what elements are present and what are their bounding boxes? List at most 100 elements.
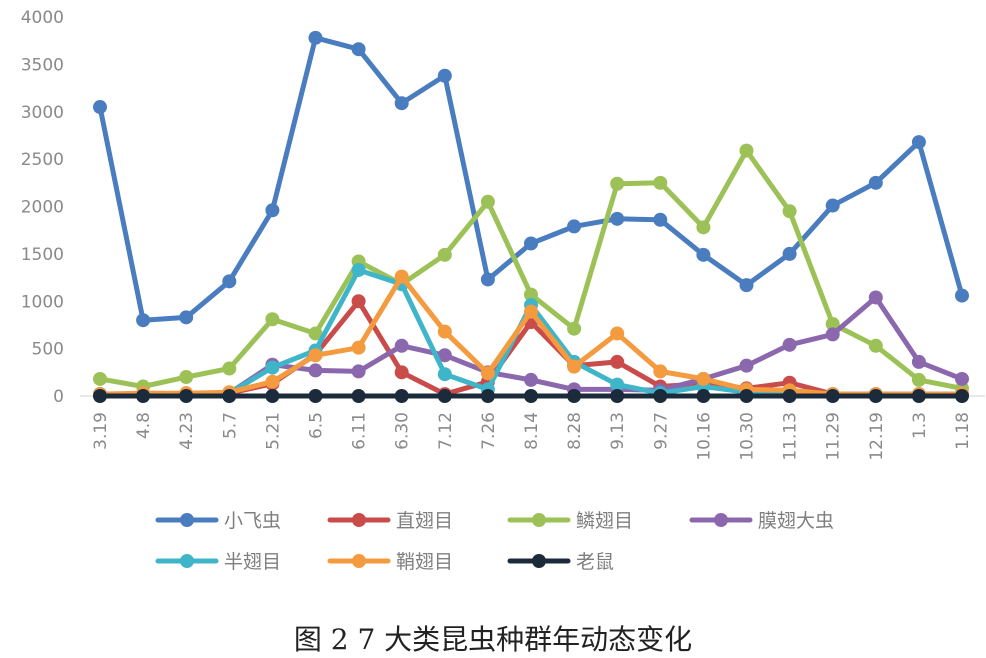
data-point [782,337,797,352]
x-tick-label: 8.28 [565,412,585,450]
data-point [265,360,280,375]
data-point [480,272,495,287]
legend-item: 老鼠 [507,551,614,573]
data-point [265,203,280,218]
data-point [136,389,151,403]
legend-swatch-marker [352,513,366,527]
data-point [782,389,797,403]
data-point [480,389,495,403]
data-point [955,371,969,386]
data-point [610,176,625,191]
y-tick-label: 0 [53,387,64,407]
x-tick-label: 11.29 [824,412,844,461]
data-point [739,358,754,373]
y-tick-label: 4000 [21,8,64,28]
data-point [524,304,538,319]
legend-swatch-marker [532,554,546,568]
x-tick-label: 4.8 [134,412,154,439]
x-tick-label: 6.30 [393,412,413,450]
data-point [911,135,926,150]
data-point [394,338,409,353]
x-tick-label: 3.19 [91,412,111,450]
data-point [868,290,883,305]
x-axis-ticks: 3.19 4.8 4.23 5.7 5.21 6.5 6.11 6.30 7.12 7.26 8.1… [91,412,973,461]
data-point [739,143,754,158]
y-tick-label: 500 [32,340,64,360]
data-point [351,389,366,403]
data-point [351,262,366,277]
data-point [868,338,883,353]
data-point [567,389,582,403]
data-point [179,389,194,403]
legend-label: 老鼠 [576,551,614,573]
data-point [610,354,625,369]
x-tick-label: 10.30 [738,412,758,461]
series-line [97,148,965,391]
data-point [308,30,323,45]
data-point [308,363,323,378]
data-point [394,269,409,284]
data-point [308,348,323,363]
data-point [825,198,840,213]
data-point [782,246,797,261]
x-tick-label: 1.3 [910,412,930,439]
series-0 [93,30,969,328]
data-point [222,389,237,403]
series-layer [93,30,969,403]
legend-item: 小飞虫 [155,510,281,532]
data-point [480,366,495,381]
x-tick-label: 4.23 [177,412,197,450]
data-point [955,389,969,403]
data-point [739,389,754,403]
data-point [567,321,582,336]
data-point [437,324,452,339]
legend-label: 半翅目 [224,551,281,573]
data-point [351,364,366,379]
legend-label: 直翅目 [396,510,453,532]
data-point [696,371,711,386]
legend-label: 小飞虫 [224,510,281,532]
data-point [524,236,538,251]
data-point [610,377,625,392]
y-tick-label: 2000 [21,198,64,218]
y-tick-label: 1000 [21,292,64,312]
data-point [437,348,452,363]
data-point [265,312,280,327]
series-6 [93,389,969,403]
data-point [911,372,926,387]
data-point [696,389,711,403]
data-point [825,327,840,342]
data-point [610,211,625,226]
data-point [93,371,107,386]
data-point [437,68,452,83]
data-point [782,204,797,219]
data-point [567,359,582,374]
data-point [825,316,840,331]
data-point [480,194,495,209]
x-tick-label: 10.16 [694,412,714,461]
x-tick-label: 8.14 [522,412,542,450]
data-point [610,389,625,403]
data-point [868,175,883,190]
y-tick-label: 3000 [21,103,64,123]
x-tick-label: 1.18 [953,412,973,450]
data-point [567,219,582,234]
data-point [93,389,107,403]
data-point [610,326,625,341]
data-point [524,389,538,403]
data-point [437,389,452,403]
legend-label: 鞘翅目 [396,551,453,573]
series-2 [93,143,969,396]
x-tick-label: 5.7 [220,412,240,439]
data-point [308,389,323,403]
data-point [524,287,538,302]
data-point [265,389,280,403]
data-point [653,364,668,379]
x-tick-label: 6.5 [307,412,327,439]
data-point [222,274,237,289]
data-point [394,365,409,380]
x-tick-label: 7.26 [479,412,499,450]
data-point [351,42,366,57]
y-tick-label: 1500 [21,245,64,265]
y-tick-label: 2500 [21,150,64,170]
